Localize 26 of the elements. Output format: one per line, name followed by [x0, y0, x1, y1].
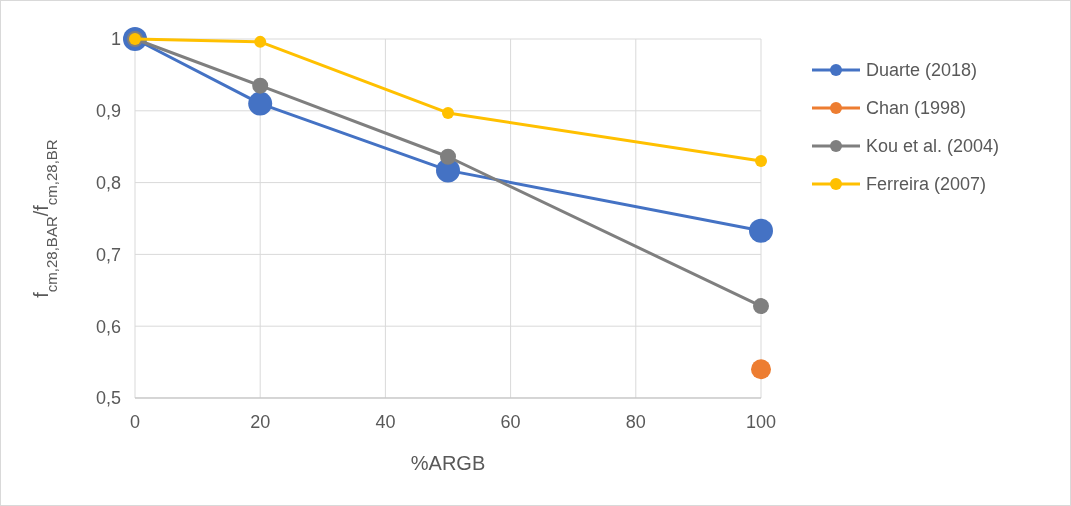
- legend-label: Ferreira (2007): [866, 174, 987, 195]
- y-tick-label: 0,5: [95, 388, 121, 409]
- point: [254, 35, 267, 48]
- point: [751, 359, 771, 380]
- x-tick-label: 40: [375, 412, 396, 432]
- point: [248, 91, 273, 116]
- legend-label: Duarte (2018): [866, 60, 978, 81]
- legend-label: Chan (1998): [866, 98, 967, 119]
- x-tick-label: 80: [625, 412, 646, 432]
- x-axis-title: %ARGB: [410, 452, 486, 474]
- legend-label: Kou et al. (2004): [866, 136, 1000, 157]
- point: [252, 77, 269, 94]
- y-tick-label: 0,7: [95, 244, 121, 265]
- x-tick-label: 60: [500, 412, 521, 432]
- point: [749, 218, 773, 243]
- point: [755, 155, 767, 168]
- y-tick-label: 0,9: [95, 101, 121, 122]
- y-tick-label: 1: [110, 29, 121, 50]
- point: [753, 298, 769, 315]
- y-tick-label: 0,8: [95, 172, 121, 193]
- x-tick-label: 100: [745, 412, 777, 432]
- point: [442, 106, 454, 119]
- point: [440, 148, 456, 165]
- y-tick-label: 0,6: [95, 316, 121, 337]
- x-tick-label: 20: [250, 412, 271, 432]
- x-tick-label: 0: [129, 412, 141, 432]
